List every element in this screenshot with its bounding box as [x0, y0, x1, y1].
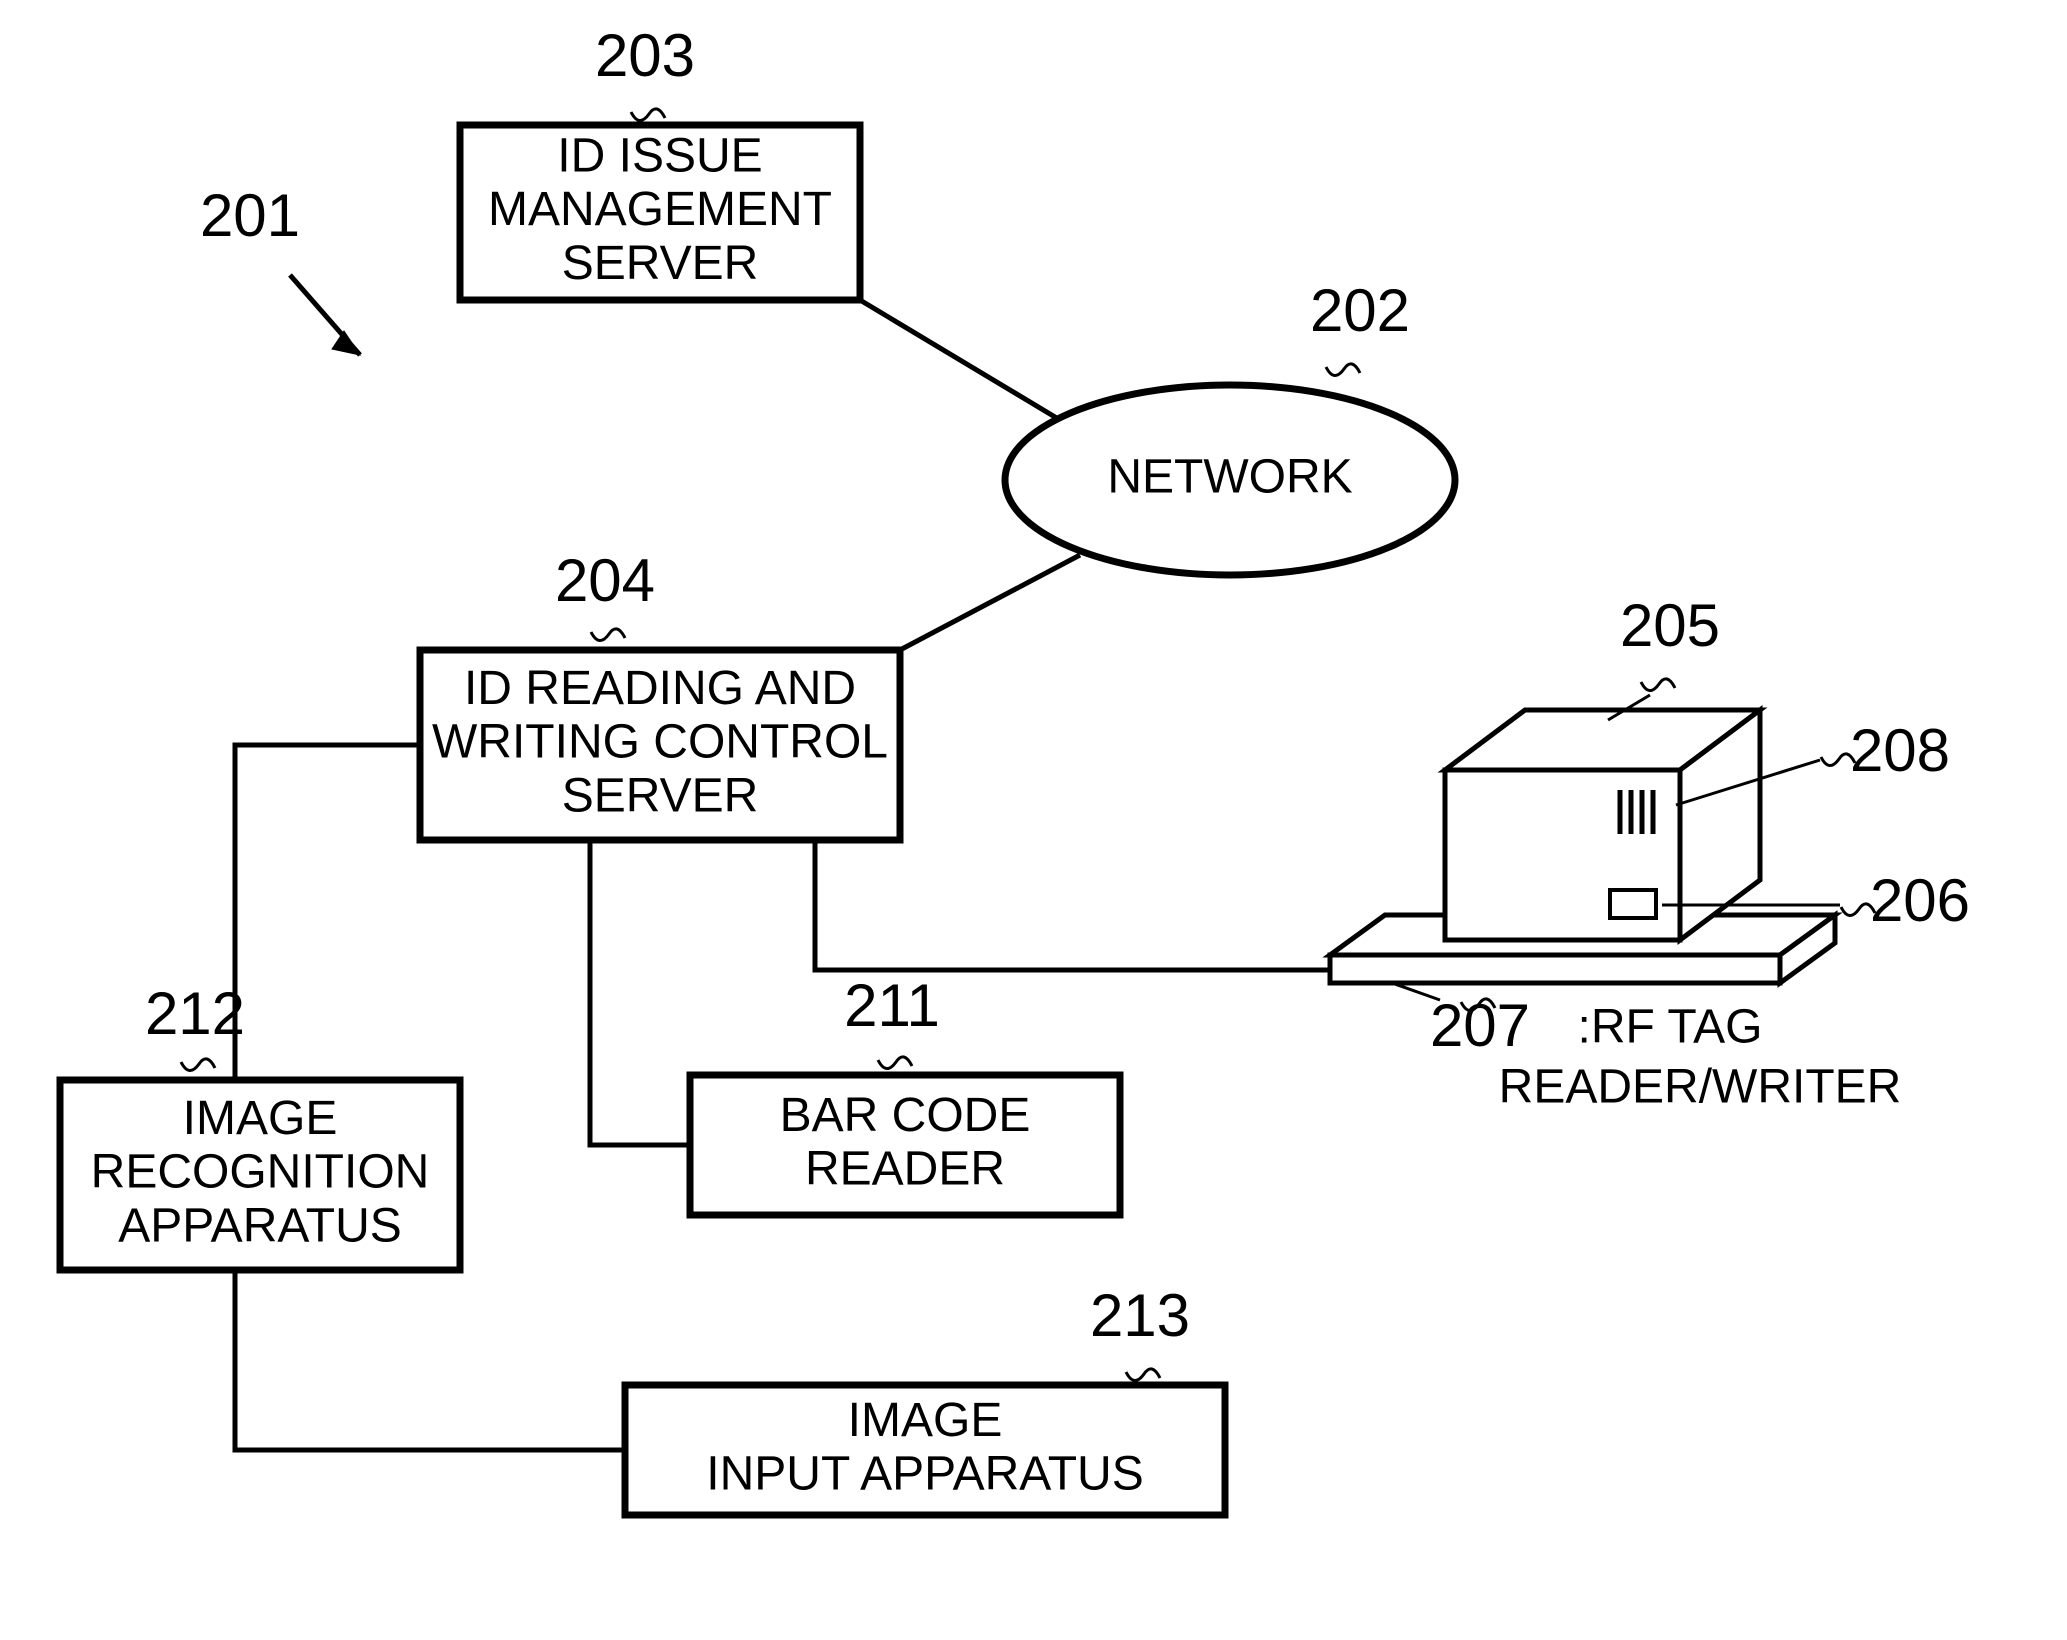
n212-ref: 212 [145, 980, 245, 1047]
n212-label-2: APPARATUS [118, 1199, 402, 1252]
n204-label-0: ID READING AND [464, 662, 856, 715]
svg-text:202: 202 [1310, 277, 1410, 344]
n203-label-1: MANAGEMENT [488, 183, 832, 236]
n208-ref: 208 [1850, 717, 1950, 784]
n211-label-0: BAR CODE [780, 1089, 1031, 1142]
rf-tag [1610, 890, 1656, 918]
system-diagram: ID ISSUEMANAGEMENTSERVER203ID READING AN… [0, 0, 2067, 1640]
n213-label-0: IMAGE [848, 1394, 1003, 1447]
n203-label-2: SERVER [562, 237, 759, 290]
n211-label-1: READER [805, 1143, 1005, 1196]
n204-label-2: SERVER [562, 769, 759, 822]
n212-label-1: RECOGNITION [91, 1146, 430, 1199]
n207-extra1: :RF TAG [1578, 1001, 1763, 1054]
n203-label-0: ID ISSUE [557, 129, 762, 182]
n204-ref: 204 [555, 547, 655, 614]
n212-label-0: IMAGE [183, 1092, 338, 1145]
n204-label-1: WRITING CONTROL [432, 716, 888, 769]
n207-extra2: READER/WRITER [1499, 1061, 1902, 1114]
n205-ref: 205 [1620, 592, 1720, 659]
n211-ref: 211 [844, 972, 940, 1039]
n213-ref: 213 [1090, 1282, 1190, 1349]
reader-pad-front [1330, 955, 1780, 983]
n203-ref: 203 [595, 22, 695, 89]
n213-label-1: INPUT APPARATUS [706, 1448, 1143, 1501]
svg-text:201: 201 [200, 182, 300, 249]
n206-ref: 206 [1870, 867, 1970, 934]
network-label: NETWORK [1107, 451, 1352, 504]
